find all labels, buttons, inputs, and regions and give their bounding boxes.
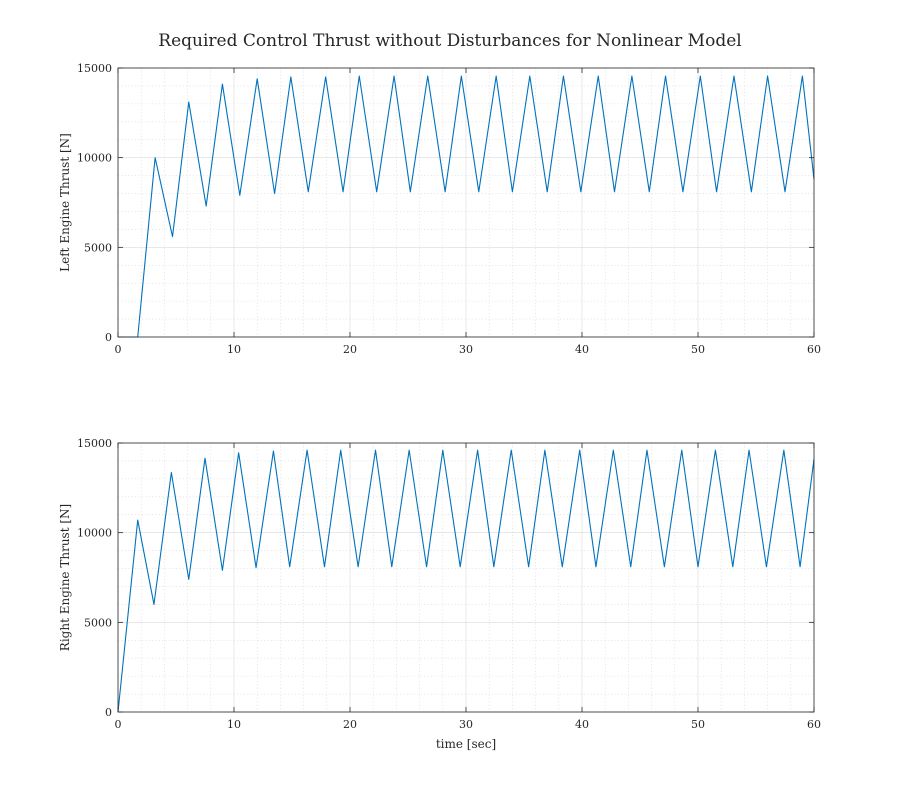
left-x-tick-label: 60 bbox=[807, 343, 821, 356]
right-x-tick-label: 40 bbox=[575, 718, 589, 731]
right-x-axis-label: time [sec] bbox=[436, 737, 496, 751]
right-thrust-series-line bbox=[117, 449, 815, 713]
left-y-tick-label: 0 bbox=[105, 331, 112, 344]
right-y-tick-label: 0 bbox=[105, 706, 112, 719]
left-y-tick-label: 15000 bbox=[77, 62, 112, 75]
right-y-tick-label: 10000 bbox=[77, 527, 112, 540]
left-x-tick-label: 10 bbox=[227, 343, 241, 356]
left-thrust-series-line bbox=[118, 75, 815, 338]
right-x-tick-label: 10 bbox=[227, 718, 241, 731]
right-x-tick-label: 60 bbox=[807, 718, 821, 731]
left-y-tick-label: 5000 bbox=[84, 241, 112, 254]
right-y-axis-label: Right Engine Thrust [N] bbox=[58, 504, 72, 651]
right-x-tick-label: 30 bbox=[459, 718, 473, 731]
right-x-tick-label: 0 bbox=[115, 718, 122, 731]
left-x-tick-label: 40 bbox=[575, 343, 589, 356]
left-y-tick-label: 10000 bbox=[77, 152, 112, 165]
chart-title: Required Control Thrust without Disturba… bbox=[158, 31, 741, 51]
left-engine-thrust-plot: 0 10 20 30 40 50 60 0 5000 10000 15000 Left Engine … bbox=[58, 62, 821, 356]
left-x-tick-label: 0 bbox=[115, 343, 122, 356]
right-y-tick-label: 15000 bbox=[77, 437, 112, 450]
right-x-tick-label: 20 bbox=[343, 718, 357, 731]
right-x-tick-label: 50 bbox=[691, 718, 705, 731]
left-x-tick-label: 20 bbox=[343, 343, 357, 356]
right-engine-thrust-plot: 0 10 20 30 40 50 60 0 5000 10000 15000 Right Engine… bbox=[58, 437, 821, 751]
left-x-tick-label: 30 bbox=[459, 343, 473, 356]
left-x-tick-label: 50 bbox=[691, 343, 705, 356]
right-y-tick-label: 5000 bbox=[84, 616, 112, 629]
left-y-axis-label: Left Engine Thrust [N] bbox=[58, 133, 72, 272]
